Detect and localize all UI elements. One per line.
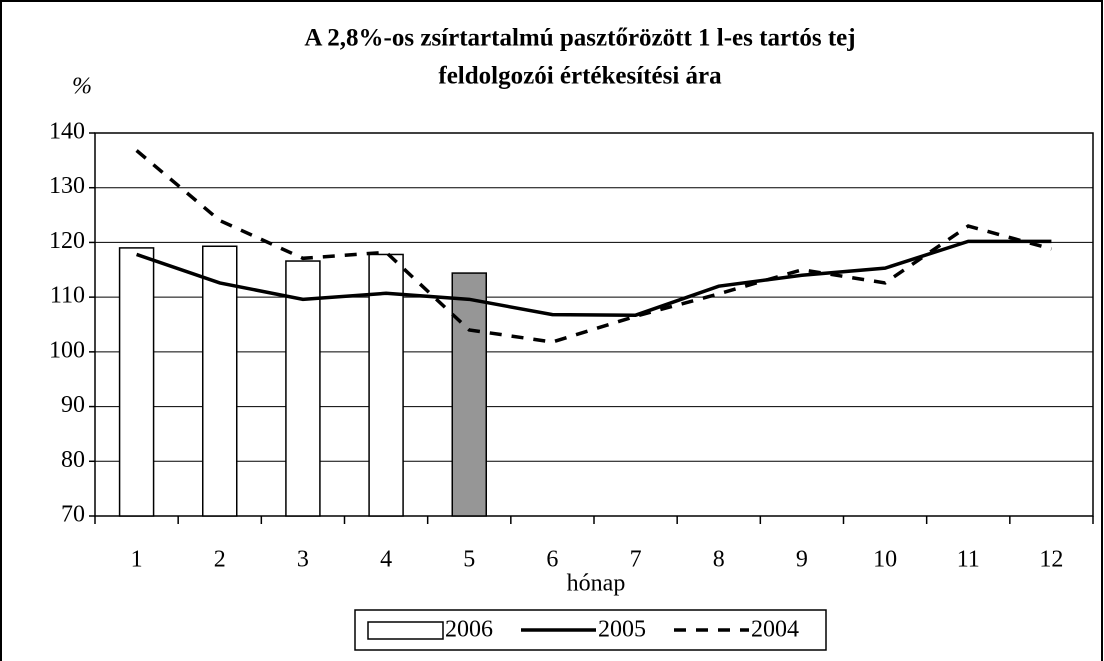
- x-tick-label: 6: [546, 547, 558, 573]
- x-tick-label: 7: [630, 547, 642, 573]
- y-tick-label: 80: [61, 447, 85, 473]
- bar: [368, 253, 404, 517]
- y-tick-label: 100: [49, 337, 85, 363]
- y-tick-label: 70: [61, 502, 85, 528]
- bar: [451, 272, 487, 517]
- x-tick-label: 2: [214, 547, 226, 573]
- x-axis-label: hónap: [567, 571, 626, 597]
- x-tick-label: 3: [297, 547, 309, 573]
- legend-swatch: [367, 621, 444, 640]
- y-axis-label: %: [72, 74, 92, 100]
- y-tick-label: 130: [49, 173, 85, 199]
- legend-label: 2004: [751, 617, 799, 643]
- plot-area: [94, 132, 1094, 517]
- x-tick-label: 1: [131, 547, 143, 573]
- bar: [285, 260, 321, 517]
- x-tick-label: 9: [796, 547, 808, 573]
- y-tick-label: 140: [49, 119, 85, 145]
- x-tick-label: 8: [713, 547, 725, 573]
- line-2004: [135, 149, 1052, 344]
- legend-label: 2006: [445, 617, 493, 643]
- x-tick-label: 12: [1039, 547, 1063, 573]
- chart-title: feldolgozói értékesítési ára: [438, 63, 722, 90]
- x-tick-label: 10: [873, 547, 897, 573]
- x-tick-label: 5: [463, 547, 475, 573]
- legend-label: 2005: [598, 617, 646, 643]
- bar: [202, 245, 238, 517]
- line-2005: [136, 239, 1052, 317]
- x-tick-label: 4: [380, 547, 392, 573]
- y-tick-label: 110: [50, 283, 85, 309]
- y-tick-label: 120: [49, 228, 85, 254]
- y-tick-label: 90: [61, 392, 85, 418]
- bar: [118, 247, 155, 517]
- chart-title: A 2,8%-os zsírtartalmú pasztőrözött 1 l-…: [304, 25, 855, 52]
- x-tick-label: 11: [957, 547, 980, 573]
